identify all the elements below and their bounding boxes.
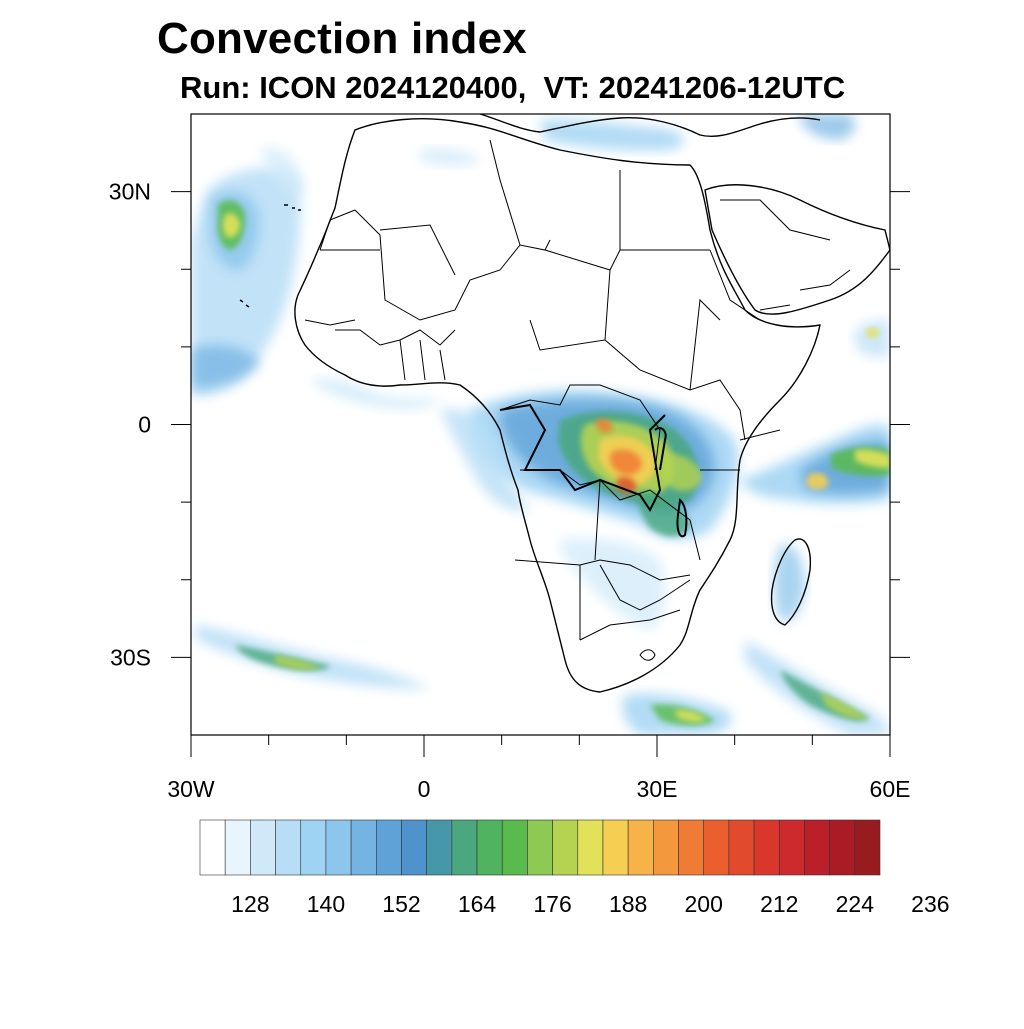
lon-tick-label: 60E bbox=[870, 776, 911, 802]
colorbar-label: 188 bbox=[609, 891, 647, 917]
europe-coastline bbox=[479, 114, 821, 137]
colorbar-swatch bbox=[552, 819, 579, 876]
border-senegal bbox=[304, 319, 356, 326]
border-yemen-oman bbox=[759, 269, 851, 311]
border-sudan-ethiopia bbox=[709, 249, 761, 321]
border-east-africa bbox=[700, 429, 781, 471]
great-lakes-borders bbox=[499, 403, 688, 538]
border-sahel-east bbox=[544, 249, 710, 271]
border-sudan-south bbox=[604, 339, 746, 441]
border-lesotho bbox=[639, 649, 656, 661]
colorbar-label: 236 bbox=[911, 891, 949, 917]
colorbar-swatch bbox=[804, 819, 830, 876]
lat-tick-label: 0 bbox=[138, 412, 151, 438]
gulf-of-guinea-convection bbox=[310, 378, 530, 512]
colorbar-swatch bbox=[728, 819, 755, 876]
coastlines bbox=[239, 114, 890, 693]
colorbar-labels: 128 140 152 164 176 188 200 212 224 236 bbox=[231, 891, 949, 917]
colorbar-swatch bbox=[325, 819, 352, 876]
arabia-coastline bbox=[704, 184, 890, 315]
colorbar-swatch bbox=[476, 819, 503, 876]
border-chad bbox=[529, 269, 611, 351]
lake-malawi bbox=[676, 498, 688, 538]
lat-tick-label: 30S bbox=[110, 644, 151, 670]
colorbar-swatch bbox=[602, 819, 629, 876]
lake-tanganyika bbox=[654, 427, 667, 471]
colorbar-swatch bbox=[199, 819, 226, 876]
colorbar-swatch bbox=[451, 819, 478, 876]
border-ethiopia bbox=[689, 298, 721, 391]
border-western-sahara bbox=[319, 209, 380, 251]
axis-ticks bbox=[171, 191, 910, 757]
colorbar-label: 212 bbox=[760, 891, 798, 917]
colorbar-label: 200 bbox=[685, 891, 723, 917]
colorbar-label: 128 bbox=[231, 891, 269, 917]
colorbar-swatch bbox=[375, 819, 402, 876]
colorbar-label: 140 bbox=[307, 891, 345, 917]
colorbar-swatch bbox=[703, 819, 730, 876]
border-angola-south bbox=[514, 559, 691, 581]
africa-coastline bbox=[294, 118, 821, 693]
border-drc bbox=[499, 403, 666, 512]
colorbar-label: 164 bbox=[458, 891, 497, 917]
colorbar-swatch bbox=[224, 819, 251, 876]
lon-tick-label: 30E bbox=[637, 776, 678, 802]
madagascar-coastline bbox=[770, 538, 812, 626]
lon-tick-label: 0 bbox=[418, 776, 431, 802]
colorbar-swatch bbox=[653, 819, 679, 876]
southeast-band-convection bbox=[622, 640, 890, 735]
border-gulf-states bbox=[399, 339, 446, 381]
cape-verde-islands bbox=[239, 299, 250, 308]
colorbar-swatch bbox=[527, 819, 553, 876]
border-botswana bbox=[599, 564, 691, 611]
map-title: Convection index bbox=[157, 14, 527, 63]
border-angola-zambia bbox=[594, 479, 601, 561]
border-saudi-arabia bbox=[720, 199, 831, 241]
lon-tick-label: 30W bbox=[167, 776, 215, 802]
colorbar-swatch bbox=[350, 819, 377, 876]
colorbar-swatch bbox=[753, 819, 780, 876]
colorbar-swatch bbox=[275, 819, 302, 876]
lat-tick-label: 30N bbox=[109, 179, 151, 205]
colorbar-swatch bbox=[300, 819, 327, 876]
colorbar-swatch bbox=[250, 819, 276, 876]
colorbar-label: 152 bbox=[382, 891, 420, 917]
colorbar-swatch bbox=[678, 819, 705, 876]
southern-africa-convection bbox=[559, 538, 666, 630]
south-atlantic-convection bbox=[195, 625, 430, 689]
colorbar-label: 224 bbox=[836, 891, 875, 917]
colorbar-swatch bbox=[426, 819, 453, 876]
axis-labels: 30W 0 30E 60E 30N 0 30S bbox=[109, 179, 911, 802]
atlantic-north-convection bbox=[191, 147, 305, 397]
colorbar-swatch bbox=[577, 819, 604, 876]
map-subtitle: Run: ICON 2024120400, VT: 20241206-12UTC bbox=[180, 70, 846, 105]
colorbar-swatch bbox=[627, 819, 654, 876]
mediterranean-convection bbox=[420, 114, 856, 166]
border-west-africa bbox=[354, 209, 551, 321]
indian-ocean-convection bbox=[740, 319, 890, 504]
madagascar-convection bbox=[774, 544, 805, 622]
border-congo-north bbox=[499, 384, 661, 471]
canary-islands bbox=[284, 204, 301, 211]
colorbar-label: 176 bbox=[533, 891, 571, 917]
colorbar-swatch bbox=[778, 819, 805, 876]
border-drc-south bbox=[520, 469, 701, 561]
border-south-africa-north bbox=[579, 609, 681, 641]
colorbar-swatch bbox=[829, 819, 856, 876]
border-algeria-libya bbox=[489, 139, 521, 246]
colorbar-swatch bbox=[854, 819, 881, 876]
border-algeria-mali bbox=[379, 224, 456, 276]
colorbar-swatch bbox=[501, 819, 528, 876]
colorbar-swatch bbox=[401, 819, 427, 876]
country-borders bbox=[304, 139, 851, 661]
colorbar bbox=[199, 819, 881, 876]
map-plot-area bbox=[191, 114, 890, 735]
